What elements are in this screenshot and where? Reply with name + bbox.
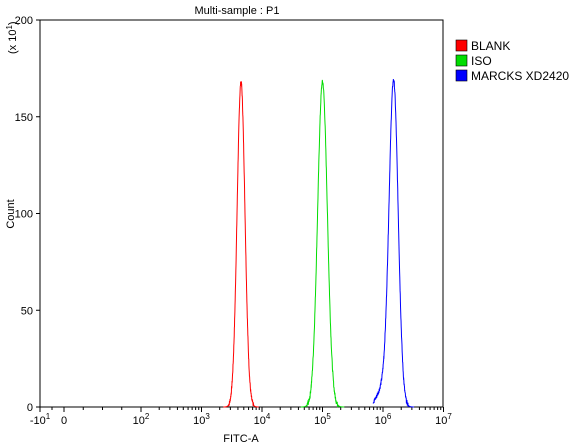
x-tick-label: -101 xyxy=(30,412,51,427)
y-tick-label: 200 xyxy=(15,15,33,27)
x-axis-title: FITC-A xyxy=(223,433,259,445)
x-tick-label: 106 xyxy=(375,412,392,427)
chart-title: Multi-sample : P1 xyxy=(195,5,280,17)
series-layer xyxy=(223,79,415,408)
y-axis-ticks: 0 50 100 150 200 xyxy=(15,15,40,414)
y-scale-note-exp: 1 xyxy=(5,25,14,30)
x-tick-label: 105 xyxy=(314,412,331,427)
x-axis-ticks: -101 0 102 103 104 105 106 107 xyxy=(30,407,452,427)
legend-label: ISO xyxy=(471,54,492,68)
plot-frame xyxy=(39,19,444,408)
series-line-iso xyxy=(300,79,345,408)
y-tick-label: 100 xyxy=(15,209,33,221)
x-tick-label: 104 xyxy=(254,412,271,427)
x-tick-label: 102 xyxy=(133,412,150,427)
y-tick-label: 150 xyxy=(15,112,33,124)
y-scale-note-text: (x 10 xyxy=(7,30,19,54)
series-line-blank xyxy=(223,81,259,408)
y-tick-label: 50 xyxy=(21,305,33,317)
y-axis-title: Count xyxy=(5,199,17,228)
series-line-marcks-xd2420 xyxy=(372,79,415,408)
legend-swatch xyxy=(455,54,468,67)
x-tick-label: 103 xyxy=(193,412,210,427)
y-scale-note: (x 101) xyxy=(5,21,19,54)
y-tick-label: 0 xyxy=(27,402,33,414)
legend-swatch xyxy=(455,39,468,52)
x-tick-label: 107 xyxy=(435,412,452,427)
x-tick-label: 0 xyxy=(61,415,67,427)
legend-label: MARCKS XD2420 xyxy=(471,69,569,83)
y-scale-note-close: ) xyxy=(7,21,19,25)
legend-label: BLANK xyxy=(471,39,510,53)
svg-text:(x 101): (x 101) xyxy=(5,21,19,54)
legend-swatch xyxy=(455,69,468,82)
